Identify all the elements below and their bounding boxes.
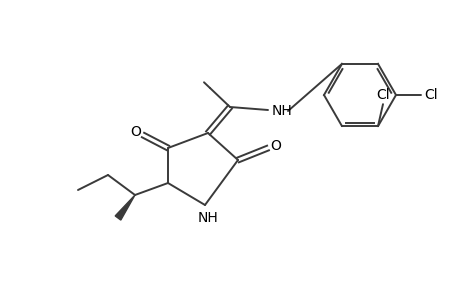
- Text: Cl: Cl: [375, 88, 389, 102]
- Polygon shape: [115, 195, 134, 220]
- Text: NH: NH: [197, 211, 218, 225]
- Text: NH: NH: [271, 104, 292, 118]
- Text: Cl: Cl: [423, 88, 437, 102]
- Text: O: O: [270, 139, 281, 153]
- Text: O: O: [130, 125, 141, 139]
